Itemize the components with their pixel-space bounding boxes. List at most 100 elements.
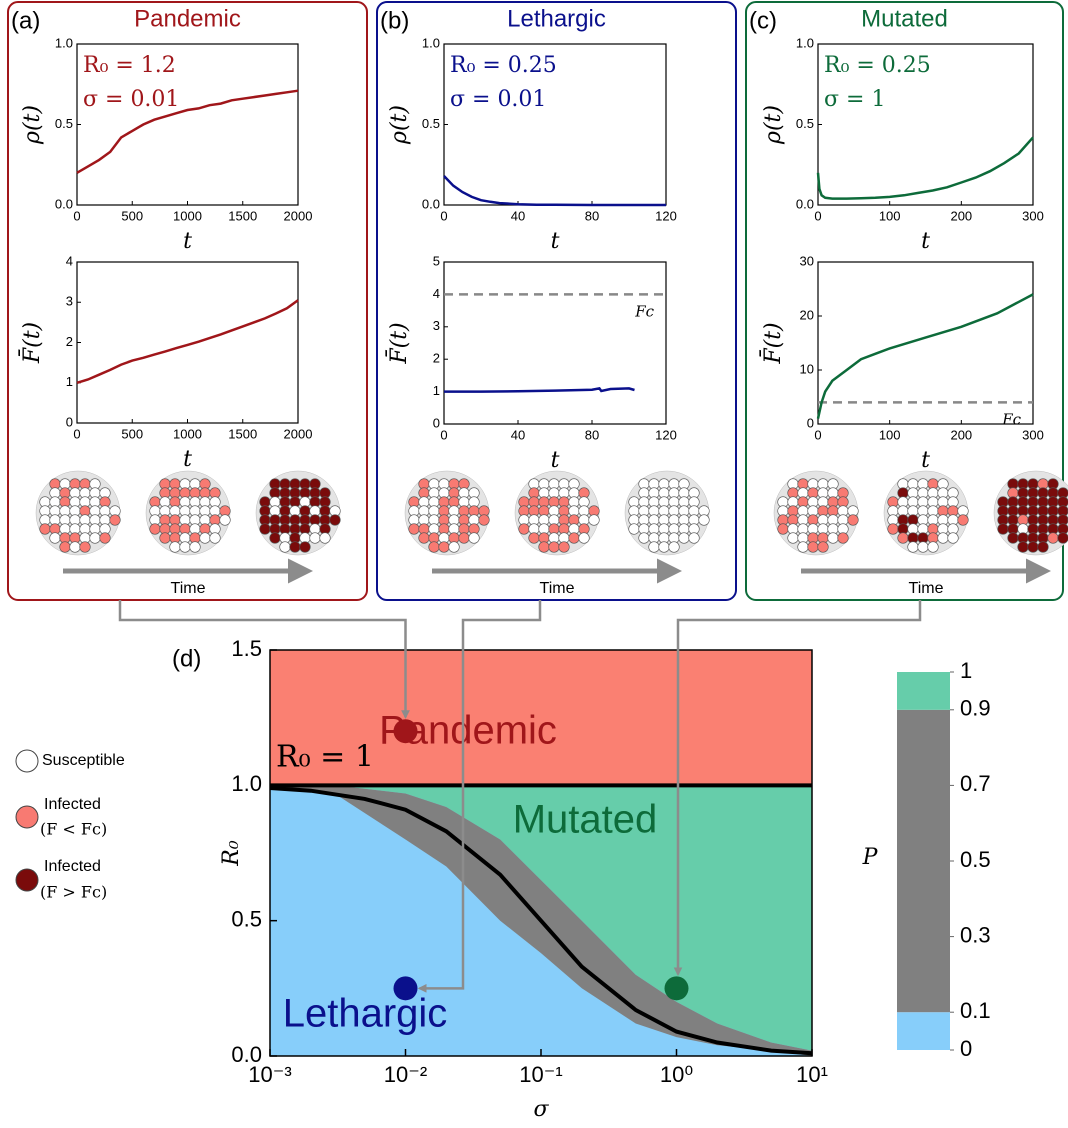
- x-tick-label: 0: [814, 208, 821, 223]
- network-node: [190, 542, 201, 553]
- y-tick-label: 30: [800, 253, 814, 268]
- network-node: [310, 533, 321, 544]
- legend-label: Infected: [44, 858, 101, 875]
- series-line: [77, 300, 298, 383]
- y-axis-label: ρ(t): [387, 105, 412, 145]
- network-node: [100, 533, 111, 544]
- x-tick-label: 2000: [284, 426, 313, 441]
- x-axis-label: t: [183, 229, 192, 254]
- x-tick-label: 2000: [284, 208, 313, 223]
- colorbar-band: [897, 710, 950, 1012]
- colorbar-tick-label: 0.9: [960, 696, 991, 721]
- y-tick-label: 1.0: [55, 35, 73, 50]
- y-tick-label: 0.5: [422, 116, 440, 131]
- x-tick-label: 0: [440, 427, 447, 442]
- y-tick-label: 0.5: [231, 906, 262, 931]
- panel-title: Pandemic: [134, 5, 241, 32]
- colorbar-label: P: [862, 845, 879, 870]
- network-node: [828, 533, 839, 544]
- network-node: [469, 533, 480, 544]
- network-node: [60, 542, 71, 553]
- x-tick-label: 40: [511, 427, 525, 442]
- x-tick-label: 200: [950, 208, 972, 223]
- network-node: [180, 542, 191, 553]
- annotation: σ = 1: [824, 87, 885, 112]
- y-axis-label: F̄(t): [18, 322, 45, 364]
- x-tick-label: 10⁻¹: [519, 1062, 562, 1087]
- x-tick-label: 1000: [173, 208, 202, 223]
- network-node: [519, 524, 530, 535]
- network-node: [649, 542, 660, 553]
- y-tick-label: 4: [433, 286, 440, 301]
- phase-point: [665, 976, 689, 1000]
- network-node: [529, 533, 540, 544]
- series-line: [818, 137, 1033, 198]
- network-node: [50, 533, 61, 544]
- reference-label: Fc: [634, 302, 654, 320]
- network-node: [90, 533, 101, 544]
- network-node: [669, 542, 680, 553]
- x-axis-label: t: [551, 229, 560, 254]
- annotation: R₀ = 0.25: [824, 53, 931, 78]
- x-tick-label: 0: [814, 427, 821, 442]
- x-tick-label: 300: [1022, 427, 1044, 442]
- network-node: [699, 515, 710, 526]
- panel-label: (c): [749, 7, 777, 34]
- network-node: [1058, 533, 1068, 544]
- x-tick-label: 100: [879, 208, 901, 223]
- network-node: [429, 542, 440, 553]
- x-axis-label: σ: [533, 1097, 549, 1122]
- network-node: [210, 533, 221, 544]
- panel-title: Mutated: [861, 5, 948, 32]
- network-node: [778, 524, 789, 535]
- y-tick-label: 1: [433, 383, 440, 398]
- x-tick-label: 40: [511, 208, 525, 223]
- network-node: [948, 533, 959, 544]
- y-tick-label: 0: [433, 415, 440, 430]
- colorbar-tick-label: 0.7: [960, 771, 991, 796]
- panel-title: Lethargic: [507, 5, 606, 32]
- y-tick-label: 3: [66, 294, 73, 309]
- y-tick-label: 0: [66, 414, 73, 429]
- network-node: [1008, 533, 1019, 544]
- network-node: [220, 515, 231, 526]
- region-label: Lethargic: [283, 992, 448, 1036]
- x-tick-label: 1500: [228, 208, 257, 223]
- annotation: R₀ = 1.2: [83, 53, 176, 78]
- y-tick-label: 3: [433, 318, 440, 333]
- series-line: [444, 176, 666, 205]
- network-node: [270, 533, 281, 544]
- colorbar-band: [897, 672, 950, 710]
- series-line: [444, 388, 635, 391]
- network-node: [290, 542, 301, 553]
- network-node: [320, 533, 331, 544]
- x-tick-label: 120: [655, 208, 677, 223]
- plot-frame: [77, 262, 298, 423]
- network-node: [200, 533, 211, 544]
- phase-point: [394, 719, 418, 743]
- x-tick-label: 0: [73, 208, 80, 223]
- network-node: [419, 533, 430, 544]
- y-tick-label: 1.0: [422, 35, 440, 50]
- y-tick-label: 5: [433, 253, 440, 268]
- x-tick-label: 80: [585, 427, 599, 442]
- network-node: [798, 542, 809, 553]
- network-node: [918, 542, 929, 553]
- y-tick-label: 0: [807, 415, 814, 430]
- network-node: [998, 524, 1009, 535]
- y-tick-label: 1: [66, 374, 73, 389]
- panel-label: (b): [380, 7, 409, 34]
- time-label: Time: [171, 580, 206, 597]
- network-node: [70, 542, 81, 553]
- y-tick-label: 0.5: [55, 116, 73, 131]
- legend-marker: [16, 806, 38, 828]
- y-tick-label: 1.0: [796, 35, 814, 50]
- y-tick-label: 4: [66, 253, 73, 268]
- y-tick-label: 0.0: [55, 196, 73, 211]
- network-node: [170, 542, 181, 553]
- network-node: [110, 515, 121, 526]
- network-node: [1018, 542, 1029, 553]
- network-node: [848, 515, 859, 526]
- network-node: [958, 515, 969, 526]
- time-label: Time: [540, 580, 575, 597]
